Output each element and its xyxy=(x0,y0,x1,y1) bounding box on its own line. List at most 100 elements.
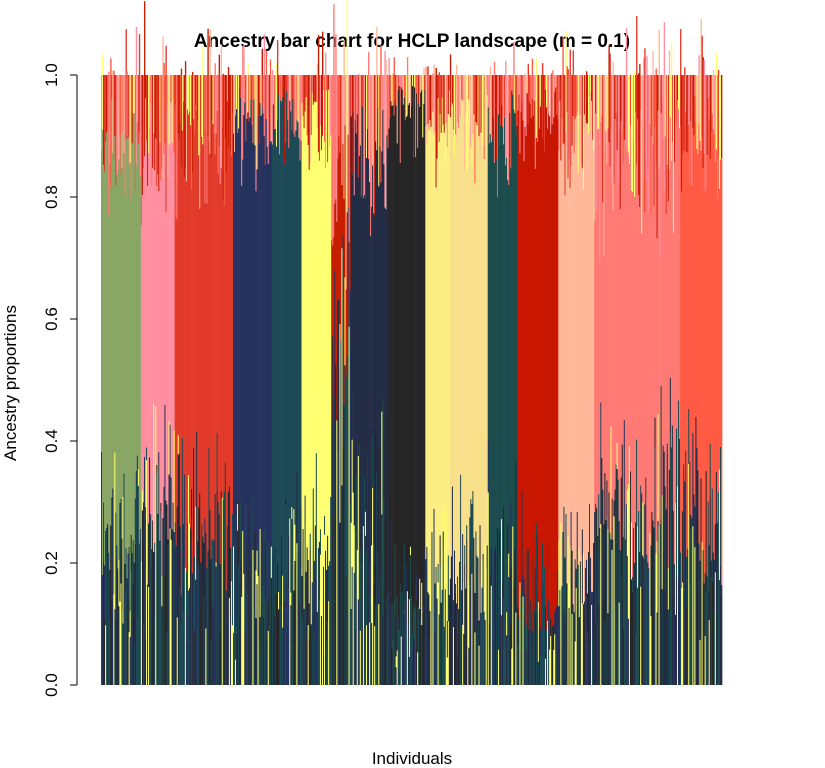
bar-segment xyxy=(290,75,292,112)
bar-segment xyxy=(241,593,243,597)
bar-segment xyxy=(275,593,278,685)
bar-segment xyxy=(270,75,273,142)
bar-segment xyxy=(655,162,657,554)
bar-segment xyxy=(401,75,404,90)
bar-segment xyxy=(373,75,375,214)
bar-segment xyxy=(186,75,189,110)
bar-segment xyxy=(578,114,581,549)
bar-segment xyxy=(287,619,289,625)
bar-segment xyxy=(486,95,489,546)
bar-segment xyxy=(603,598,605,685)
bar-segment xyxy=(530,75,533,119)
bar-segment xyxy=(414,605,416,639)
bar-segment xyxy=(276,562,279,685)
bar-segment xyxy=(449,54,452,118)
bar-segment xyxy=(213,75,215,135)
bar-segment xyxy=(679,128,681,439)
bar-segment xyxy=(672,595,675,685)
bar-segment xyxy=(341,75,343,185)
bar-segment xyxy=(626,490,629,557)
bar-segment xyxy=(227,491,230,685)
bar-segment xyxy=(344,365,346,685)
bar-segment xyxy=(506,75,508,158)
bar-segment xyxy=(180,166,183,595)
bar-segment xyxy=(176,617,179,685)
bar-segment xyxy=(241,75,243,186)
bar-segment xyxy=(652,50,654,144)
bar-segment xyxy=(157,513,159,518)
bar-segment xyxy=(531,631,534,685)
bar-segment xyxy=(215,562,217,567)
bar-segment xyxy=(197,540,199,629)
bar-segment xyxy=(320,75,323,150)
bar-segment xyxy=(240,502,242,562)
bar-segment xyxy=(716,522,719,557)
bar-segment xyxy=(513,585,515,685)
bar-segment xyxy=(567,178,569,537)
bar-segment xyxy=(626,141,629,491)
bar-segment xyxy=(548,600,550,655)
bar-segment xyxy=(657,520,659,685)
bar-segment xyxy=(540,604,543,685)
bar-segment xyxy=(130,75,133,200)
bar-segment xyxy=(536,75,539,142)
bar-segment xyxy=(364,198,367,512)
bar-segment xyxy=(646,56,648,180)
bar-segment xyxy=(192,71,194,174)
bar-segment xyxy=(495,75,498,159)
bar-segment xyxy=(183,75,186,178)
bar-segment xyxy=(226,526,229,575)
bar-segment xyxy=(106,527,108,530)
bar-segment xyxy=(320,616,323,652)
bar-segment xyxy=(138,543,141,685)
bar-segment xyxy=(446,657,449,685)
bar-segment xyxy=(387,619,389,685)
bar-segment xyxy=(465,75,467,113)
bar-segment xyxy=(654,126,656,418)
bar-segment xyxy=(162,178,164,518)
bar-segment xyxy=(484,75,487,146)
bar-segment xyxy=(482,145,484,554)
bar-segment xyxy=(512,75,514,95)
bar-segment xyxy=(679,438,681,506)
bar-segment xyxy=(186,522,189,642)
bar-segment xyxy=(176,506,179,618)
bar-segment xyxy=(580,556,583,633)
bar-segment xyxy=(443,507,446,627)
bar-segment xyxy=(560,522,562,582)
bar-segment xyxy=(468,584,470,648)
bar-segment xyxy=(599,527,601,558)
bar-segment xyxy=(487,75,490,108)
bar-segment xyxy=(535,137,538,523)
bar-segment xyxy=(713,75,716,134)
bar-segment xyxy=(326,641,328,685)
bar-segment xyxy=(511,568,513,649)
bar-segment xyxy=(526,549,528,618)
bar-segment xyxy=(549,649,551,685)
bar-segment xyxy=(668,169,671,470)
bar-segment xyxy=(312,488,315,615)
bar-segment xyxy=(410,105,413,598)
bar-segment xyxy=(467,75,469,169)
bar-segment xyxy=(374,216,376,565)
bar-segment xyxy=(623,419,626,516)
bar-segment xyxy=(516,75,518,126)
bar-segment xyxy=(296,75,298,120)
bar-segment xyxy=(447,621,450,685)
bar-segment xyxy=(439,75,441,114)
bar-segment xyxy=(174,105,177,522)
bar-segment xyxy=(573,153,576,613)
bar-segment xyxy=(684,481,686,685)
bar-segment xyxy=(568,158,570,583)
bar-segment xyxy=(580,163,583,557)
bar-segment xyxy=(340,176,342,340)
bar-segment xyxy=(364,535,367,685)
bar-segment xyxy=(142,168,145,503)
bar-segment xyxy=(545,604,547,659)
bar-segment xyxy=(699,639,701,685)
bar-segment xyxy=(398,85,401,631)
bar-segment xyxy=(656,75,658,239)
bar-segment xyxy=(556,75,558,115)
bar-segment xyxy=(275,146,278,594)
bar-segment xyxy=(159,75,161,143)
